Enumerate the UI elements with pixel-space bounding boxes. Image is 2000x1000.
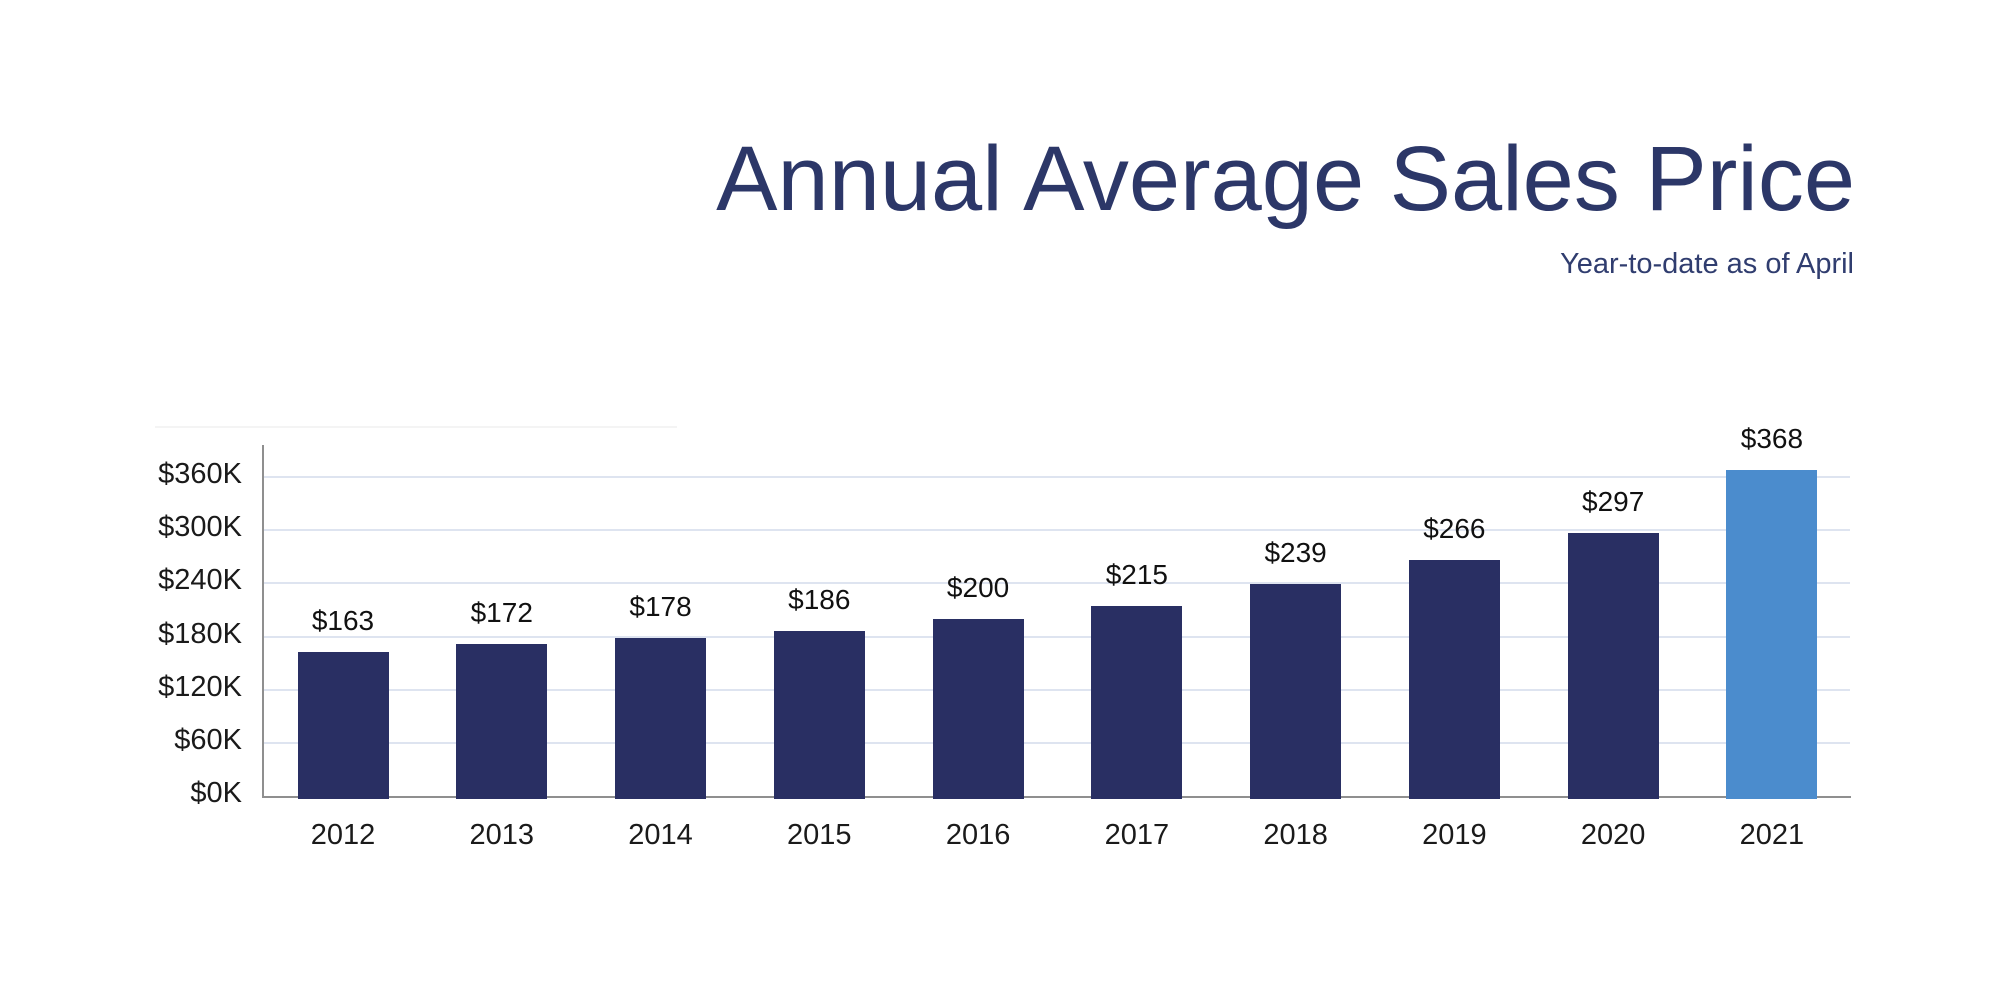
x-axis-line <box>262 796 1851 798</box>
y-axis-line <box>262 445 264 798</box>
y-tick-label-180k: $180K <box>158 617 242 650</box>
bar-value-label-2013: $172 <box>470 596 533 628</box>
bar-value-label-2019: $266 <box>1423 513 1486 545</box>
bar-2016 <box>932 618 1024 799</box>
y-tick-label-240k: $240K <box>158 564 242 597</box>
gridline-60k <box>263 741 1850 744</box>
y-tick-label-60k: $60K <box>174 723 242 756</box>
bar-value-label-2015: $186 <box>788 584 851 616</box>
gridline-360k <box>263 476 1850 479</box>
x-tick-label-2019: 2019 <box>1422 819 1487 851</box>
gridline-300k <box>263 529 1850 532</box>
bar-value-label-2020: $297 <box>1582 485 1645 517</box>
bar-value-label-2012: $163 <box>311 604 375 636</box>
bar-value-label-2021: $368 <box>1740 422 1804 454</box>
bar-value-label-2016: $200 <box>946 571 1010 603</box>
bar-2020 <box>1567 532 1659 799</box>
x-tick-label-2013: 2013 <box>469 819 535 851</box>
bar-2013 <box>456 643 548 799</box>
bar-2014 <box>615 638 707 799</box>
gridline-180k <box>263 635 1850 638</box>
x-tick-label-2015: 2015 <box>787 819 852 851</box>
x-tick-label-2016: 2016 <box>945 819 1011 851</box>
bar-2012 <box>297 651 389 799</box>
bar-2018 <box>1250 584 1342 799</box>
y-tick-label-120k: $120K <box>158 670 242 703</box>
bar-value-label-2017: $215 <box>1105 558 1168 590</box>
y-tick-label-300k: $300K <box>158 511 242 544</box>
gridline-240k <box>263 582 1850 585</box>
bar-value-label-2018: $239 <box>1264 537 1327 569</box>
x-tick-label-2017: 2017 <box>1104 819 1170 851</box>
x-tick-label-2020: 2020 <box>1580 819 1646 851</box>
chart-title: Annual Average Sales Price <box>716 128 1855 230</box>
bar-2017 <box>1091 605 1183 799</box>
gridline-120k <box>263 688 1850 691</box>
bar-2021 <box>1726 469 1818 799</box>
y-tick-label-0k: $0K <box>190 777 242 809</box>
bar-2019 <box>1408 560 1500 799</box>
x-tick-label-2012: 2012 <box>310 819 376 851</box>
bar-2015 <box>773 631 865 799</box>
bar-value-label-2014: $178 <box>629 591 692 623</box>
faint-panel-edge-line <box>155 426 677 428</box>
x-tick-label-2018: 2018 <box>1263 819 1328 851</box>
x-tick-label-2014: 2014 <box>628 819 693 851</box>
y-tick-label-360k: $360K <box>158 458 242 491</box>
chart-subtitle: Year-to-date as of April <box>1560 248 1854 280</box>
x-tick-label-2021: 2021 <box>1739 819 1805 851</box>
